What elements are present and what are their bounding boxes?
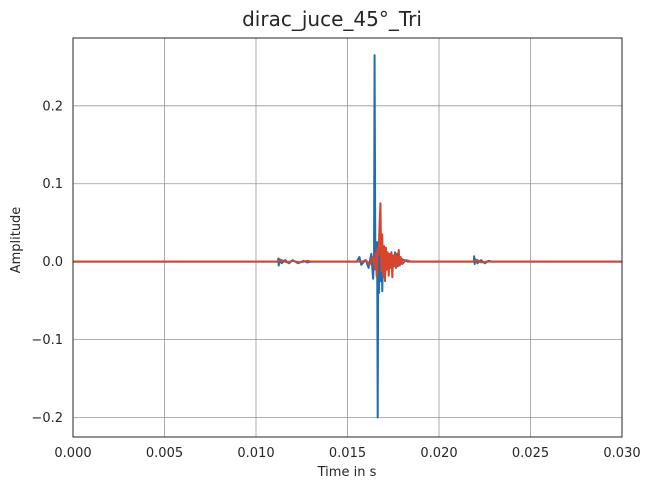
x-axis-label: Time in s xyxy=(317,465,377,480)
series-line-2 xyxy=(73,202,622,283)
x-tick-label: 0.015 xyxy=(329,446,366,461)
x-tick-label: 0.010 xyxy=(237,446,274,461)
x-tick-label: 0.020 xyxy=(420,446,457,461)
x-tick-label: 0.025 xyxy=(512,446,549,461)
x-tick-label: 0.000 xyxy=(54,446,91,461)
chart-title: dirac_juce_45°_Tri xyxy=(242,7,422,31)
y-tick-label: 0.1 xyxy=(42,177,63,192)
y-tick-label: 0.0 xyxy=(42,255,63,270)
x-tick-labels: 0.000 0.005 0.010 0.015 0.020 0.025 0.030 xyxy=(54,446,640,461)
axes-frame xyxy=(72,37,623,438)
x-tick-label: 0.005 xyxy=(146,446,183,461)
x-tick-label: 0.030 xyxy=(603,446,640,461)
y-axis-label: Amplitude xyxy=(9,207,24,274)
y-tick-label: −0.1 xyxy=(31,333,63,348)
y-tick-label: 0.2 xyxy=(42,99,63,114)
y-tick-label: −0.2 xyxy=(31,411,63,426)
y-tick-labels: −0.2 −0.1 0.0 0.1 0.2 xyxy=(31,99,63,426)
series-lines xyxy=(73,54,622,419)
plot-area xyxy=(72,37,623,438)
